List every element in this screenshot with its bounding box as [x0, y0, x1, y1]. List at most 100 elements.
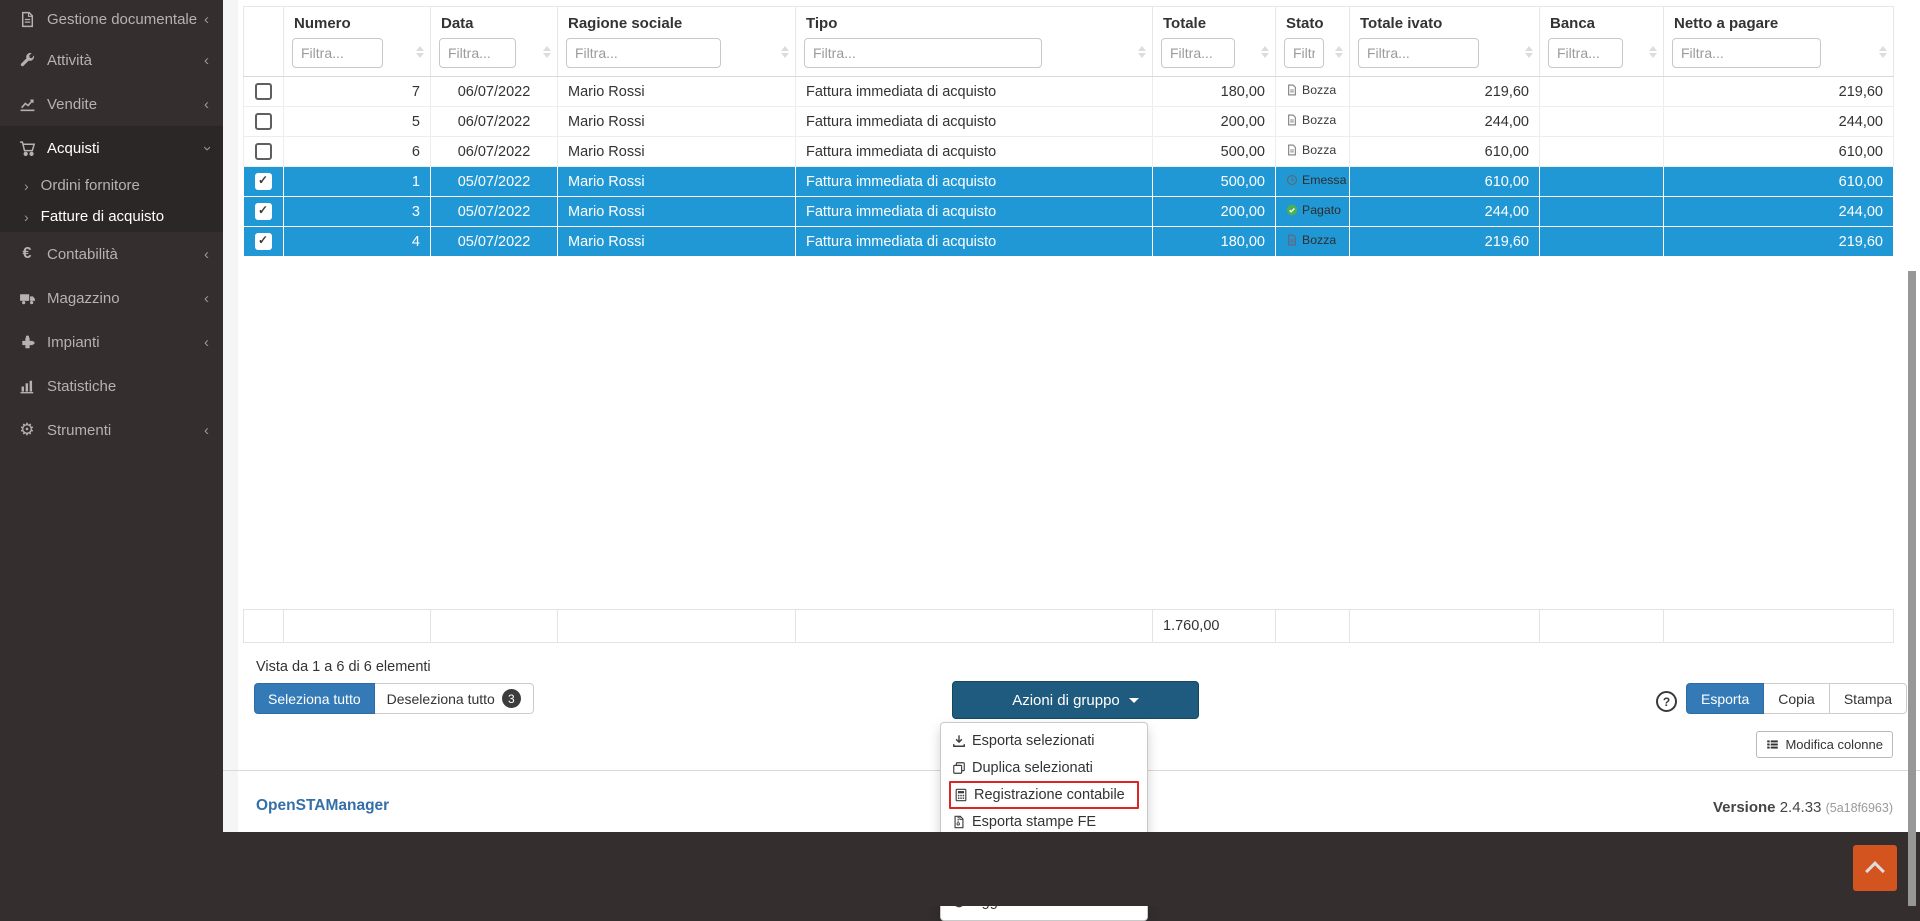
- sidebar-section-acquisti: Acquisti ‹ › Ordini fornitore › Fatture …: [0, 126, 223, 232]
- column-header-totale[interactable]: Totale: [1152, 6, 1276, 77]
- row-checkbox[interactable]: [255, 113, 272, 130]
- sidebar-item-label: Acquisti: [47, 139, 100, 157]
- chevron-down-icon: ‹: [198, 145, 215, 151]
- table-row[interactable]: 6 06/07/2022 Mario Rossi Fattura immedia…: [243, 136, 1894, 167]
- angle-right-icon: ›: [24, 208, 29, 225]
- chevron-left-icon: ‹: [204, 10, 209, 28]
- table-row-selected[interactable]: 1 05/07/2022 Mario Rossi Fattura immedia…: [243, 166, 1894, 197]
- sort-arrows-icon[interactable]: [1261, 46, 1269, 58]
- copy-button[interactable]: Copia: [1764, 683, 1830, 714]
- sidebar-item-magazzino[interactable]: Magazzino ‹: [0, 276, 223, 320]
- calculator-icon: [954, 788, 974, 802]
- results-summary: Vista da 1 a 6 di 6 elementi: [256, 659, 431, 675]
- menu-item-registrazione-contabile[interactable]: Registrazione contabile: [949, 781, 1139, 809]
- help-icon[interactable]: ?: [1656, 691, 1677, 712]
- sidebar-item-acquisti[interactable]: Acquisti ‹: [0, 126, 223, 170]
- brand-link[interactable]: OpenSTAManager: [256, 797, 390, 814]
- deselect-all-button[interactable]: Deseleziona tutto 3: [374, 683, 534, 714]
- sort-arrows-icon[interactable]: [1879, 46, 1887, 58]
- row-checkbox[interactable]: [255, 143, 272, 160]
- issued-clock-icon: [1286, 174, 1298, 186]
- scroll-to-top-button[interactable]: [1853, 845, 1897, 891]
- row-checkbox[interactable]: [255, 83, 272, 100]
- filter-input-banca[interactable]: [1548, 38, 1623, 68]
- sort-arrows-icon[interactable]: [416, 46, 424, 58]
- column-header-stato[interactable]: Stato: [1275, 6, 1350, 77]
- sort-arrows-icon[interactable]: [1525, 46, 1533, 58]
- truck-icon: [16, 290, 38, 307]
- caret-down-icon: [1128, 697, 1139, 703]
- filter-input-totale[interactable]: [1161, 38, 1236, 68]
- modify-columns-button[interactable]: Modifica colonne: [1756, 731, 1893, 758]
- table-row[interactable]: 5 06/07/2022 Mario Rossi Fattura immedia…: [243, 106, 1894, 137]
- table-footer-row: 1.760,00: [243, 609, 1894, 643]
- status-badge: Bozza: [1286, 83, 1336, 97]
- table-row-selected[interactable]: 4 05/07/2022 Mario Rossi Fattura immedia…: [243, 226, 1894, 257]
- chevron-left-icon: ‹: [204, 333, 209, 351]
- column-header-ragione-sociale[interactable]: Ragione sociale: [557, 6, 796, 77]
- sidebar-item-label: Contabilità: [47, 245, 118, 263]
- menu-item-duplica-selezionati[interactable]: Duplica selezionati: [941, 755, 1147, 782]
- clone-icon: [952, 761, 972, 775]
- sidebar-item-impianti[interactable]: Impianti ‹: [0, 320, 223, 364]
- table-header-row: Numero Data Ragione sociale Tipo: [243, 6, 1894, 77]
- sidebar-item-gestione-documentale[interactable]: Gestione documentale ‹: [0, 0, 223, 38]
- gear-icon: ⚙: [19, 420, 35, 439]
- sidebar-item-vendite[interactable]: Vendite ‹: [0, 82, 223, 126]
- sidebar-item-strumenti[interactable]: ⚙ Strumenti ‹: [0, 408, 223, 452]
- select-all-button[interactable]: Seleziona tutto: [254, 683, 375, 714]
- chevron-left-icon: ‹: [204, 95, 209, 113]
- status-badge: Bozza: [1286, 143, 1336, 157]
- table-row[interactable]: 7 06/07/2022 Mario Rossi Fattura immedia…: [243, 76, 1894, 107]
- chevron-left-icon: ‹: [204, 289, 209, 307]
- column-header-totale-ivato[interactable]: Totale ivato: [1349, 6, 1540, 77]
- menu-item-esporta-stampe-fe[interactable]: Esporta stampe FE: [941, 809, 1147, 836]
- sidebar-item-fatture-di-acquisto[interactable]: › Fatture di acquisto: [0, 201, 223, 232]
- filter-input-stato[interactable]: [1284, 38, 1324, 68]
- filter-input-netto-a-pagare[interactable]: [1672, 38, 1822, 68]
- chevron-left-icon: ‹: [204, 245, 209, 263]
- chevron-up-icon: [1865, 860, 1885, 881]
- sidebar-item-attivita[interactable]: Attività ‹: [0, 38, 223, 82]
- document-icon: [16, 11, 38, 28]
- table-empty-space: [243, 256, 1894, 610]
- column-header-numero[interactable]: Numero: [283, 6, 431, 77]
- group-actions-button[interactable]: Azioni di gruppo: [952, 681, 1199, 719]
- chevron-left-icon: ‹: [204, 51, 209, 69]
- filter-input-ragione-sociale[interactable]: [566, 38, 721, 68]
- header-checkbox-cell: [243, 6, 284, 77]
- print-button[interactable]: Stampa: [1829, 683, 1908, 714]
- sort-arrows-icon[interactable]: [543, 46, 551, 58]
- row-checkbox-checked[interactable]: [255, 203, 272, 220]
- filter-input-data[interactable]: [439, 38, 516, 68]
- menu-item-esporta-selezionati[interactable]: Esporta selezionati: [941, 728, 1147, 755]
- draft-file-icon: [1288, 144, 1296, 156]
- sidebar-item-ordini-fornitore[interactable]: › Ordini fornitore: [0, 170, 223, 201]
- sidebar-item-label: Impianti: [47, 333, 100, 351]
- invoices-table: Numero Data Ragione sociale Tipo: [243, 6, 1894, 643]
- table-row-selected[interactable]: 3 05/07/2022 Mario Rossi Fattura immedia…: [243, 196, 1894, 227]
- filter-input-tipo[interactable]: [804, 38, 1042, 68]
- row-checkbox-checked[interactable]: [255, 233, 272, 250]
- puzzle-piece-icon: [16, 334, 38, 351]
- scrollbar-thumb[interactable]: [1908, 271, 1916, 906]
- export-button[interactable]: Esporta: [1686, 683, 1765, 714]
- sidebar-item-label: Magazzino: [47, 289, 120, 307]
- sidebar-item-contabilita[interactable]: € Contabilità ‹: [0, 232, 223, 276]
- sidebar-item-label: Attività: [47, 51, 93, 69]
- column-header-netto-a-pagare[interactable]: Netto a pagare: [1663, 6, 1894, 77]
- sort-arrows-icon[interactable]: [1335, 46, 1343, 58]
- sort-arrows-icon[interactable]: [1649, 46, 1657, 58]
- filter-input-totale-ivato[interactable]: [1358, 38, 1480, 68]
- sidebar-item-statistiche[interactable]: Statistiche: [0, 364, 223, 408]
- row-checkbox-checked[interactable]: [255, 173, 272, 190]
- sidebar-item-label: Ordini fornitore: [40, 177, 140, 194]
- sort-arrows-icon[interactable]: [781, 46, 789, 58]
- column-header-banca[interactable]: Banca: [1539, 6, 1664, 77]
- filter-input-numero[interactable]: [292, 38, 383, 68]
- column-header-tipo[interactable]: Tipo: [795, 6, 1153, 77]
- column-header-data[interactable]: Data: [430, 6, 558, 77]
- sort-arrows-icon[interactable]: [1138, 46, 1146, 58]
- status-badge: Pagato: [1286, 203, 1341, 217]
- selected-count-badge: 3: [501, 689, 521, 708]
